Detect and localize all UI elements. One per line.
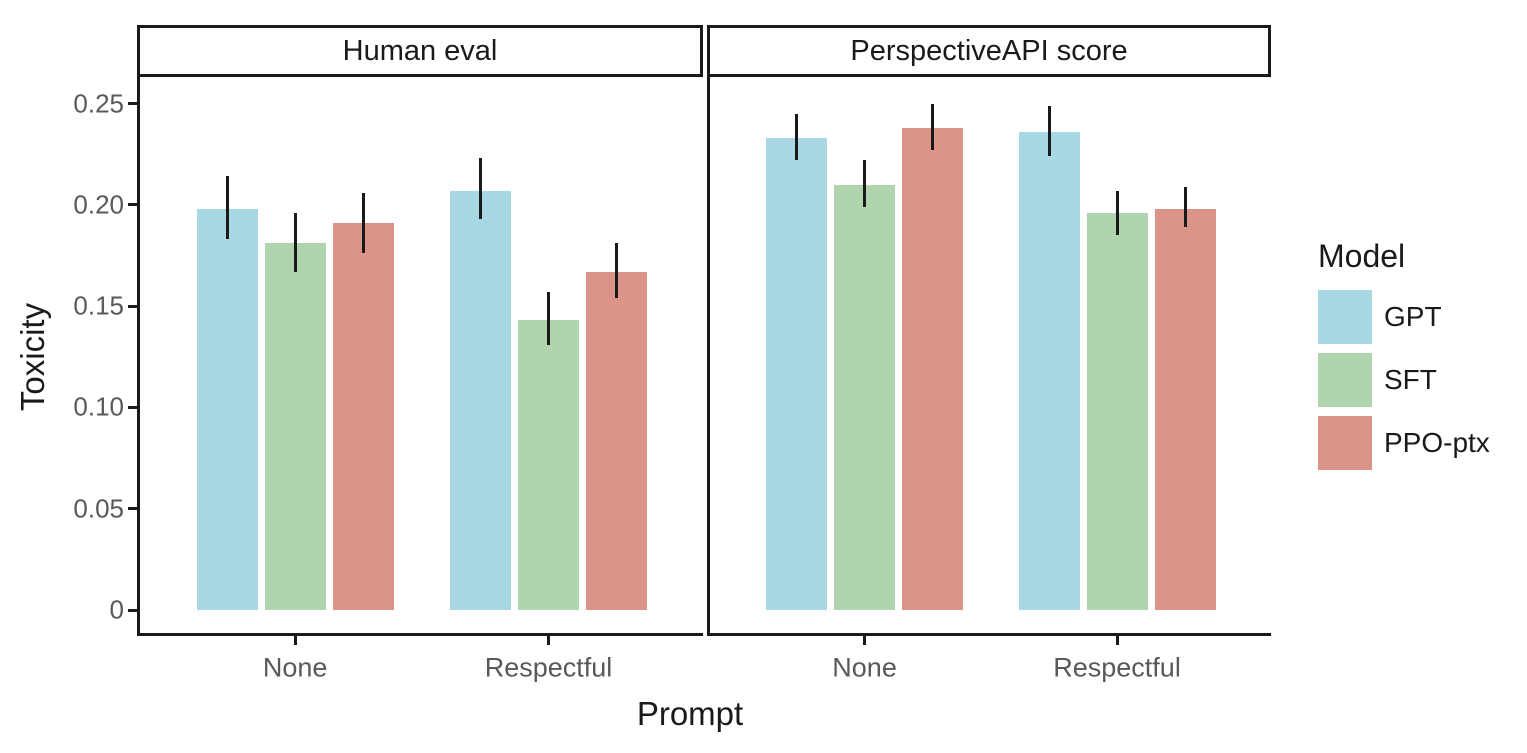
bar-gpt [1018,131,1080,610]
y-tick-mark [128,608,137,612]
error-bar [931,103,935,151]
x-tick-mark [863,636,867,645]
legend-title: Model [1318,238,1406,274]
x-tick-label: None [262,652,328,683]
bar-sft [1086,212,1148,610]
y-tick-mark [128,405,137,409]
legend-label-ppo-ptx: PPO-ptx [1384,427,1490,458]
facet-strip: Human eval [137,25,703,77]
facet-strip: PerspectiveAPI score [707,25,1271,77]
y-tick-mark [128,203,137,207]
legend-swatch-sft [1318,353,1372,407]
bar-ppo-ptx [586,271,648,610]
error-bar [479,158,483,219]
x-tick-mark [293,636,297,645]
y-tick-label: 0 [109,594,124,625]
bar-gpt [196,208,258,610]
legend-label-sft: SFT [1384,364,1437,395]
y-tick-label: 0.10 [73,391,124,422]
y-axis-line [137,77,140,636]
bar-sft [834,184,896,610]
y-tick-label: 0.25 [73,88,124,118]
error-bar [615,243,619,298]
x-tick-mark [547,636,551,645]
bar-ppo-ptx [1154,208,1216,610]
bar-ppo-ptx [332,223,394,610]
error-bar [361,192,365,254]
error-bar [1115,190,1119,236]
y-axis-line [707,77,710,636]
error-bar [547,291,551,345]
error-bar [1183,186,1187,228]
legend-swatch-ppo-ptx [1318,416,1372,470]
x-axis-line [707,633,1271,636]
y-tick-label: 0.05 [73,493,124,524]
bar-gpt [450,190,512,610]
y-tick-label: 0.20 [73,189,124,220]
bar-sft [518,320,580,610]
error-bar [1047,105,1051,157]
x-tick-label: Respectful [1053,652,1181,683]
error-bar [225,176,229,240]
legend-label-gpt: GPT [1384,301,1442,332]
bar-gpt [766,137,828,610]
x-axis-line [137,633,703,636]
bar-sft [264,243,326,610]
x-tick-mark [1115,636,1119,645]
x-tick-label: None [832,652,897,683]
y-tick-mark [128,304,137,308]
error-bar [863,160,867,207]
x-axis-title: Prompt [636,695,744,732]
error-bar [795,113,799,161]
error-bar [293,212,297,272]
y-tick-mark [128,507,137,511]
bar-ppo-ptx [902,127,964,610]
legend-swatch-gpt [1318,290,1372,344]
y-tick-mark [128,102,137,105]
x-tick-label: Respectful [484,652,613,683]
y-tick-label: 0.15 [73,290,124,321]
